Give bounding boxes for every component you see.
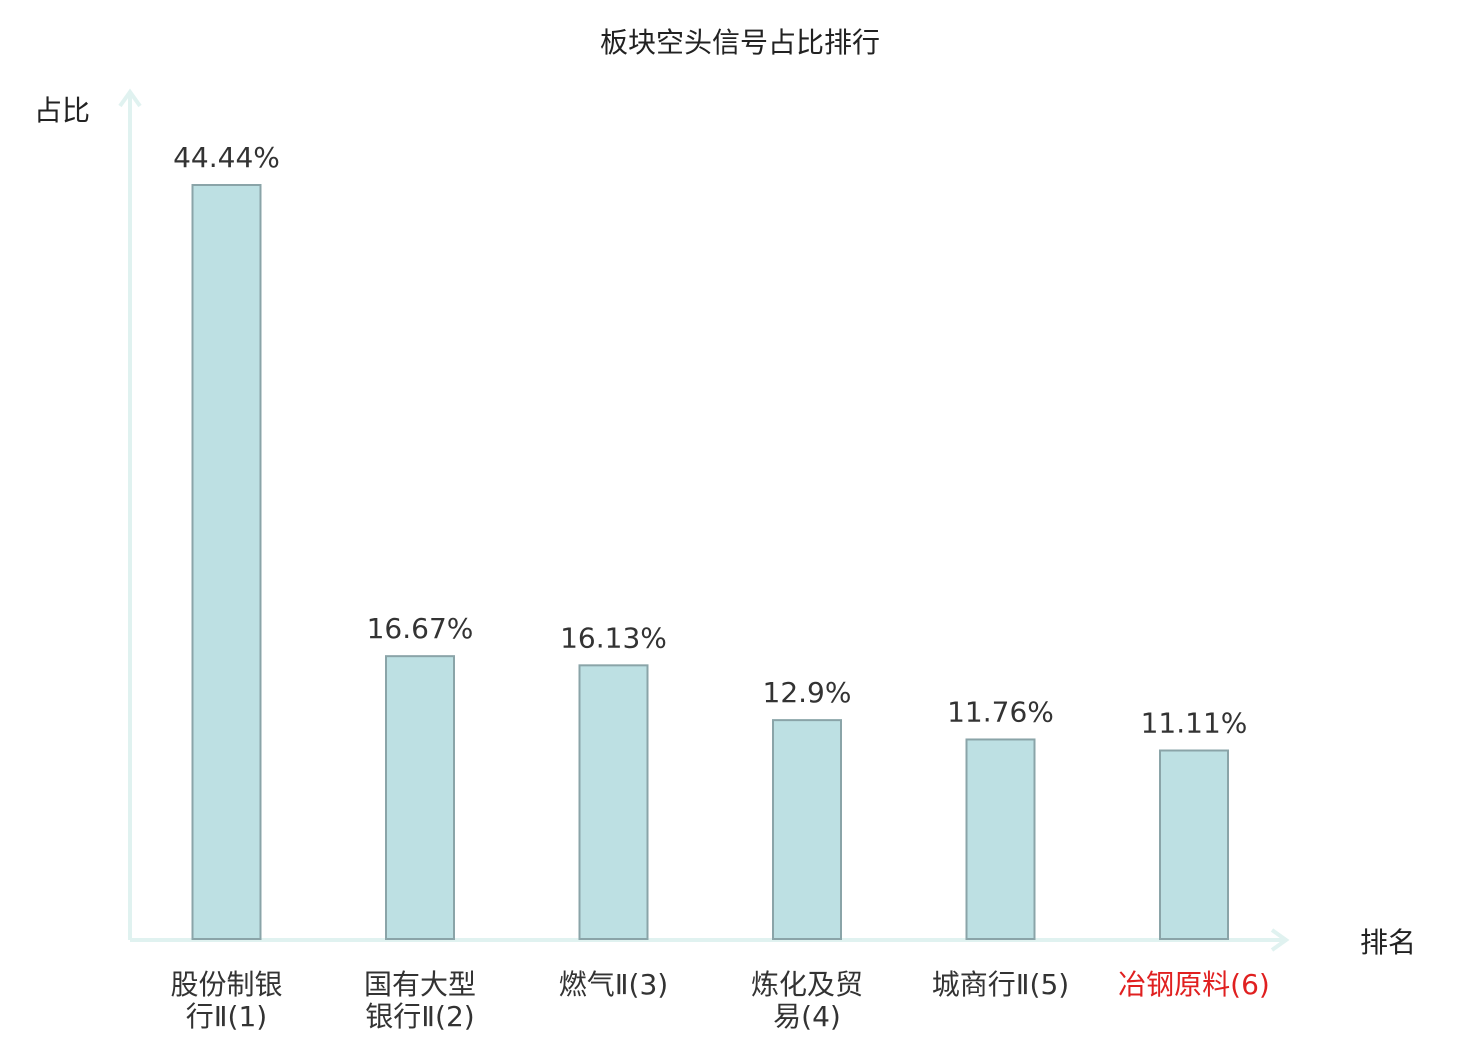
category-labels-group: 股份制银行Ⅱ(1) 国有大型银行Ⅱ(2) 燃气Ⅱ(3) 炼化及贸易(4) 城商行Ⅱ(5)… [170,968,1269,1033]
value-label-5: 11.76% [947,695,1054,728]
bar-1 [191,184,262,940]
category-label-6: 冶钢原料(6) [1118,968,1270,1001]
value-label-4: 12.9% [763,676,852,709]
category-label-1: 股份制银行Ⅱ(1) [170,968,282,1033]
category-label-3: 燃气Ⅱ(3) [559,968,668,1001]
y-axis-label: 占比 [34,94,90,127]
value-label-1: 44.44% [173,141,280,174]
bars-group [191,184,1229,941]
category-label-2: 国有大型银行Ⅱ(2) [364,968,476,1033]
bar-4 [772,719,842,941]
category-label-5: 城商行Ⅱ(5) [932,968,1069,1001]
chart-title: 板块空头信号占比排行 [600,26,880,59]
x-axis-label: 排名 [1360,926,1416,959]
value-label-2: 16.67% [367,612,474,645]
category-label-4: 炼化及贸易(4) [751,968,863,1033]
bar-2 [385,655,455,940]
value-label-6: 11.11% [1141,707,1248,740]
value-labels-group: 44.44% 16.67% 16.13% 12.9% 11.76% 11.11% [173,141,1247,740]
bar-3 [578,664,649,941]
bar-5 [965,738,1036,940]
y-axis [118,88,142,940]
x-axis [130,928,1290,952]
value-label-3: 16.13% [560,621,667,654]
bar-6 [1159,749,1229,940]
